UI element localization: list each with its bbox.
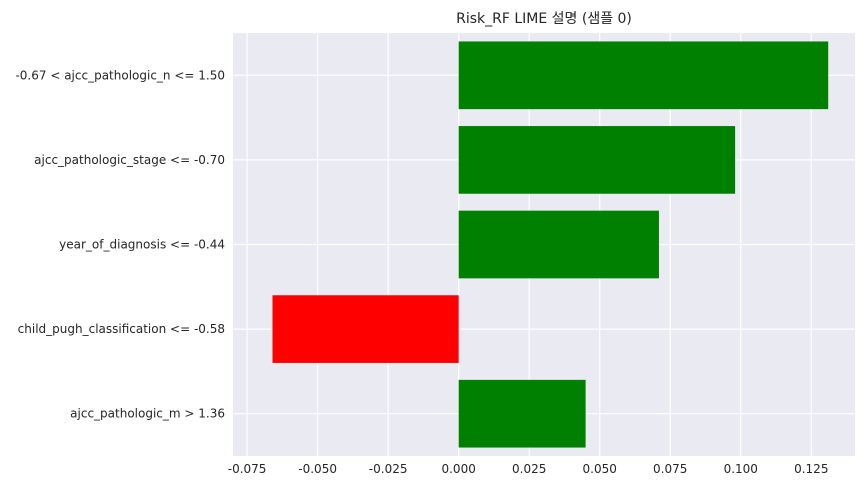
bar bbox=[458, 126, 736, 194]
x-tick-label: 0.125 bbox=[794, 462, 828, 476]
y-tick-label: child_pugh_classification <= -0.58 bbox=[18, 322, 225, 336]
x-tick-label: 0.025 bbox=[512, 462, 546, 476]
y-tick-label: year_of_diagnosis <= -0.44 bbox=[59, 238, 225, 252]
x-tick-label: 0.075 bbox=[653, 462, 687, 476]
x-tick-labels: -0.075 -0.050 -0.025 0.000 0.025 0.050 0.075 0.… bbox=[228, 462, 829, 476]
bars bbox=[272, 41, 829, 448]
y-tick-label: ajcc_pathologic_stage <= -0.70 bbox=[34, 153, 225, 167]
x-tick-label: 0.000 bbox=[441, 462, 475, 476]
y-tick-label: ajcc_pathologic_m > 1.36 bbox=[70, 407, 225, 421]
y-tick-labels: -0.67 < ajcc_pathologic_n <= 1.50 ajcc_pa… bbox=[15, 68, 225, 420]
bar bbox=[458, 379, 586, 448]
bar bbox=[458, 41, 829, 110]
x-tick-label: -0.075 bbox=[228, 462, 267, 476]
x-tick-label: 0.050 bbox=[583, 462, 617, 476]
x-tick-label: 0.100 bbox=[724, 462, 758, 476]
chart-title: Risk_RF LIME 설명 (샘플 0) bbox=[456, 11, 632, 27]
bar bbox=[272, 295, 459, 363]
x-tick-label: -0.025 bbox=[369, 462, 408, 476]
x-tick-label: -0.050 bbox=[298, 462, 337, 476]
y-tick-label: -0.67 < ajcc_pathologic_n <= 1.50 bbox=[15, 68, 225, 82]
bar bbox=[458, 210, 659, 279]
